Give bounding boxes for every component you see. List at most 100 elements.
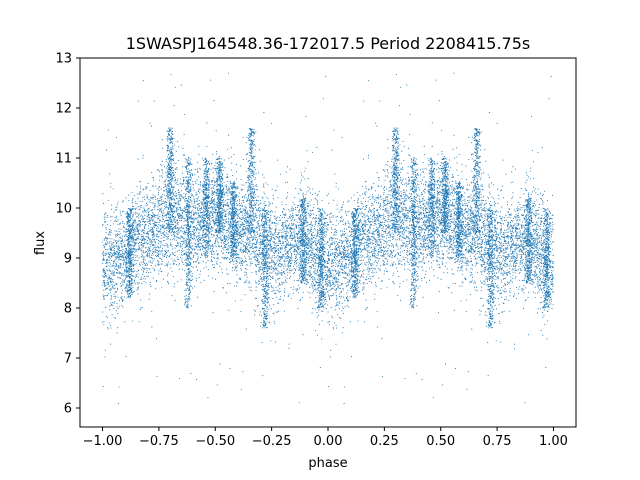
- data-point: [220, 163, 222, 165]
- data-point: [491, 264, 494, 266]
- data-point: [548, 98, 550, 100]
- data-point: [316, 334, 318, 336]
- data-point: [364, 263, 366, 266]
- data-point: [489, 201, 491, 203]
- data-point: [138, 282, 140, 284]
- data-point: [160, 207, 163, 209]
- data-point: [447, 166, 449, 169]
- data-point: [548, 239, 550, 241]
- data-point: [277, 274, 279, 276]
- data-point: [409, 209, 412, 211]
- data-point: [113, 301, 115, 303]
- data-point: [204, 205, 206, 207]
- data-point: [314, 279, 316, 281]
- data-point: [520, 288, 523, 290]
- data-point: [213, 208, 215, 210]
- data-point: [323, 231, 325, 233]
- data-point: [257, 261, 259, 263]
- data-point: [274, 233, 276, 235]
- data-point: [377, 212, 379, 214]
- data-point: [510, 182, 512, 184]
- data-point: [266, 230, 268, 232]
- data-point: [463, 214, 465, 216]
- data-point: [158, 270, 160, 272]
- data-point: [321, 305, 323, 307]
- data-point: [278, 290, 280, 292]
- data-point: [264, 304, 266, 306]
- data-point: [119, 250, 121, 252]
- data-point: [512, 274, 514, 276]
- data-point: [427, 213, 429, 215]
- data-point: [290, 224, 292, 226]
- data-point: [449, 258, 451, 260]
- data-point: [383, 192, 385, 194]
- data-point: [457, 184, 459, 186]
- data-point: [543, 217, 545, 219]
- data-point: [303, 236, 306, 238]
- data-point: [171, 179, 173, 181]
- data-point: [118, 228, 120, 230]
- data-point: [254, 253, 256, 255]
- data-point: [259, 225, 261, 227]
- data-point: [549, 218, 551, 220]
- data-point: [217, 258, 219, 260]
- data-point: [521, 266, 523, 268]
- data-point: [401, 192, 403, 194]
- data-point: [142, 278, 144, 280]
- data-point: [493, 297, 495, 299]
- data-point: [412, 203, 414, 205]
- data-point: [315, 329, 317, 332]
- data-point: [503, 232, 505, 234]
- data-point: [323, 278, 325, 280]
- data-point: [395, 212, 398, 214]
- data-point: [525, 206, 527, 208]
- data-point: [274, 322, 276, 324]
- data-point: [298, 402, 300, 404]
- data-point: [261, 196, 263, 198]
- data-point: [245, 194, 247, 196]
- data-point: [440, 192, 442, 194]
- data-point: [368, 271, 370, 273]
- data-point: [136, 212, 138, 214]
- data-point: [515, 242, 517, 244]
- data-point: [212, 171, 214, 173]
- data-point: [485, 252, 487, 254]
- data-point: [461, 260, 463, 263]
- data-point: [361, 212, 364, 214]
- data-point: [195, 213, 197, 215]
- data-point: [487, 196, 489, 198]
- data-point: [247, 199, 249, 201]
- data-point: [548, 236, 550, 238]
- data-point: [380, 254, 382, 256]
- data-point: [144, 262, 146, 264]
- data-point: [441, 171, 443, 173]
- data-point: [224, 167, 226, 169]
- data-point: [307, 206, 310, 208]
- data-point: [259, 246, 261, 248]
- data-point: [302, 256, 304, 258]
- data-point: [453, 238, 455, 240]
- data-point: [393, 154, 395, 156]
- data-point: [421, 218, 424, 220]
- data-point: [402, 178, 404, 180]
- data-point: [102, 271, 105, 273]
- data-point: [529, 170, 531, 172]
- data-point: [368, 80, 370, 82]
- data-point: [445, 163, 447, 165]
- data-point: [468, 216, 470, 218]
- data-point: [467, 213, 469, 215]
- data-point: [453, 229, 455, 231]
- data-point: [176, 184, 178, 186]
- data-point: [325, 269, 327, 271]
- data-point: [344, 272, 346, 275]
- data-point: [438, 187, 440, 189]
- data-point: [392, 250, 394, 252]
- data-point: [208, 237, 210, 239]
- data-point: [121, 295, 123, 297]
- data-point: [261, 232, 263, 234]
- data-point: [168, 221, 170, 223]
- data-point: [508, 244, 510, 246]
- data-point: [314, 197, 316, 199]
- data-point: [505, 263, 507, 265]
- data-point: [255, 273, 257, 275]
